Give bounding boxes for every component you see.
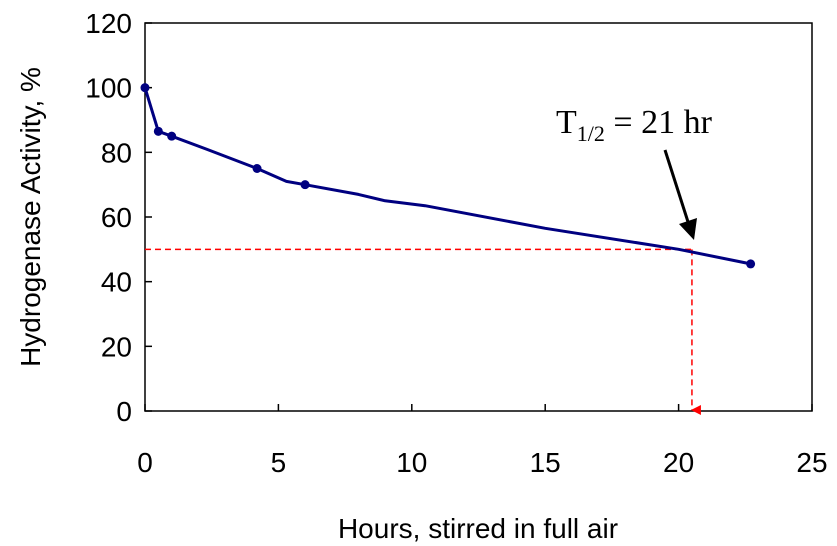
x-axis-ticks: 0 5 10 15 20 25 (137, 404, 828, 478)
x-tick-label: 5 (271, 447, 287, 478)
x-axis-title: Hours, stirred in full air (338, 513, 618, 544)
y-axis-ticks: 0 20 40 60 80 100 120 (85, 8, 152, 427)
data-point (300, 180, 310, 190)
y-tick-label: 80 (101, 137, 132, 168)
x-tick-label: 10 (396, 447, 427, 478)
annotation-rest: = 21 hr (605, 104, 713, 141)
data-point (153, 126, 163, 136)
data-point (167, 131, 177, 141)
annotation-arrow-head (679, 218, 697, 240)
x-tick-label: 15 (530, 447, 561, 478)
y-tick-label: 60 (101, 202, 132, 233)
x-tick-label: 20 (663, 447, 694, 478)
y-tick-label: 100 (85, 73, 132, 104)
x-tick-label: 0 (137, 447, 153, 478)
activity-series-points (140, 83, 756, 269)
y-tick-label: 0 (116, 396, 132, 427)
data-point (746, 259, 756, 269)
y-tick-label: 120 (85, 8, 132, 39)
annotation-arrow-shaft (663, 149, 691, 226)
annotation-main: T (556, 104, 577, 141)
y-tick-label: 20 (101, 331, 132, 362)
y-axis-title: Hydrogenase Activity, % (15, 67, 46, 367)
annotation-subscript: 1/2 (577, 121, 605, 146)
data-point (252, 164, 262, 173)
x-tick-label: 25 (796, 447, 827, 478)
data-point (140, 83, 150, 93)
half-life-annotation: T1/2 = 21 hr (556, 104, 713, 146)
y-tick-label: 40 (101, 267, 132, 298)
